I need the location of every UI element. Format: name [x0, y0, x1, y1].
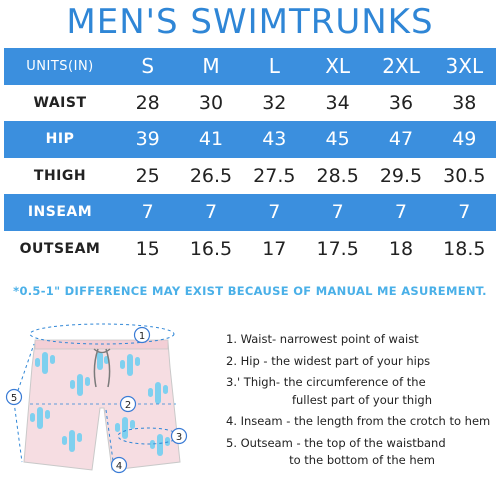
size-table: UNITS(IN) S M L XL 2XL 3XL WAIST 28 30 3…: [4, 48, 496, 267]
cactus-pattern: [30, 352, 170, 456]
table-cell: 39: [135, 128, 160, 151]
marker-5: 5: [5, 388, 23, 406]
table-cell: 25: [135, 164, 160, 187]
table-cell: 17.5: [316, 237, 359, 260]
row-label: INSEAM: [27, 204, 93, 221]
marker-4: 4: [110, 456, 128, 474]
legend-item-inseam: 4. Inseam - the length from the crotch t…: [226, 413, 498, 431]
table-cell: 43: [262, 128, 287, 151]
waist-guide: [29, 323, 175, 345]
table-cell: 28: [135, 91, 160, 114]
table-cell: 36: [388, 91, 414, 114]
row-label: WAIST: [33, 94, 87, 111]
table-cell: 16.5: [189, 237, 233, 260]
table-cell: 18: [388, 237, 414, 260]
row-label: OUTSEAM: [19, 240, 101, 257]
table-cell: 27.5: [253, 164, 296, 187]
row-label: HIP: [45, 131, 75, 148]
legend-item-hip: 2. Hip - the widest part of your hips: [226, 353, 498, 371]
legend-line: 2. Hip - the widest part of your hips: [226, 353, 431, 368]
marker-1: 1: [133, 326, 151, 344]
marker-label: 4: [116, 461, 122, 472]
size-3xl: 3XL: [445, 54, 484, 79]
table-header-row: UNITS(IN) S M L XL 2XL 3XL: [4, 48, 496, 85]
table-row-thigh: THIGH 25 26.5 27.5 28.5 29.5 30.5: [4, 157, 496, 194]
legend-item-thigh: 3.' Thigh- the circumference of the full…: [226, 374, 498, 409]
table-cell: 30.5: [443, 164, 486, 187]
marker-label: 1: [139, 331, 145, 342]
legend-item-waist: 1. Waist- narrowest point of waist: [226, 331, 498, 349]
legend-line: 1. Waist- narrowest point of waist: [226, 332, 419, 346]
legend-line-continued: fullest part of your thigh: [291, 392, 433, 407]
table-cell: 45: [325, 128, 350, 151]
waistband: [34, 339, 169, 350]
table-cell: 49: [452, 128, 477, 151]
legend-line: 4. Inseam - the length from the crotch t…: [226, 414, 491, 428]
marker-2: 2: [119, 395, 137, 413]
size-l: L: [268, 54, 280, 79]
table-cell: 7: [458, 201, 471, 224]
drawstring: [93, 348, 111, 388]
size-2xl: 2XL: [382, 54, 420, 79]
table-cell: 38: [452, 91, 477, 114]
measurement-legend: 1. Waist- narrowest point of waist 2. Hi…: [226, 331, 498, 474]
legend-line-continued: to the bottom of the hem: [289, 453, 435, 467]
table-cell: 7: [268, 201, 281, 224]
table-cell: 41: [198, 128, 224, 151]
marker-label: 5: [11, 393, 17, 404]
table-cell: 30: [198, 91, 224, 114]
table-cell: 7: [141, 201, 154, 224]
table-cell: 47: [388, 128, 414, 151]
table-row-hip: HIP 39 41 43 45 47 49: [4, 121, 496, 158]
units-label: UNITS(IN): [26, 58, 94, 74]
table-cell: 26.5: [189, 164, 233, 187]
swimtrunks-illustration: 1 2 3 4 5: [5, 323, 188, 474]
table-row-waist: WAIST 28 30 32 34 36 38: [4, 84, 496, 121]
chart-title: MEN'S SWIMTRUNKS: [66, 2, 434, 42]
size-s: S: [141, 54, 155, 79]
table-cell: 17: [262, 237, 287, 260]
marker-3: 3: [170, 427, 188, 445]
table-cell: 32: [262, 91, 287, 114]
measurement-note: *0.5-1" DIFFERENCE MAY EXIST BECAUSE OF …: [13, 284, 487, 298]
legend-line: 3.' Thigh- the circumference of the: [226, 375, 426, 389]
legend-line: 5. Outseam - the top of the waistband: [226, 435, 446, 450]
table-row-inseam: INSEAM 7 7 7 7 7 7: [4, 194, 496, 231]
marker-label: 3: [176, 432, 182, 443]
table-cell: 29.5: [379, 164, 423, 187]
table-cell: 28.5: [316, 164, 359, 187]
size-xl: XL: [325, 54, 351, 79]
table-cell: 34: [325, 91, 350, 114]
table-cell: 15: [135, 237, 160, 260]
table-cell: 18.5: [443, 237, 486, 260]
marker-label: 2: [125, 400, 131, 411]
table-cell: 7: [394, 201, 408, 224]
legend-item-outseam: 5. Outseam - the top of the waistband to…: [226, 435, 498, 470]
table-row-outseam: OUTSEAM 15 16.5 17 17.5 18 18.5: [4, 230, 496, 267]
table-cell: 7: [204, 201, 218, 224]
row-label: THIGH: [33, 167, 87, 184]
table-cell: 7: [331, 201, 344, 224]
size-m: M: [202, 54, 220, 79]
